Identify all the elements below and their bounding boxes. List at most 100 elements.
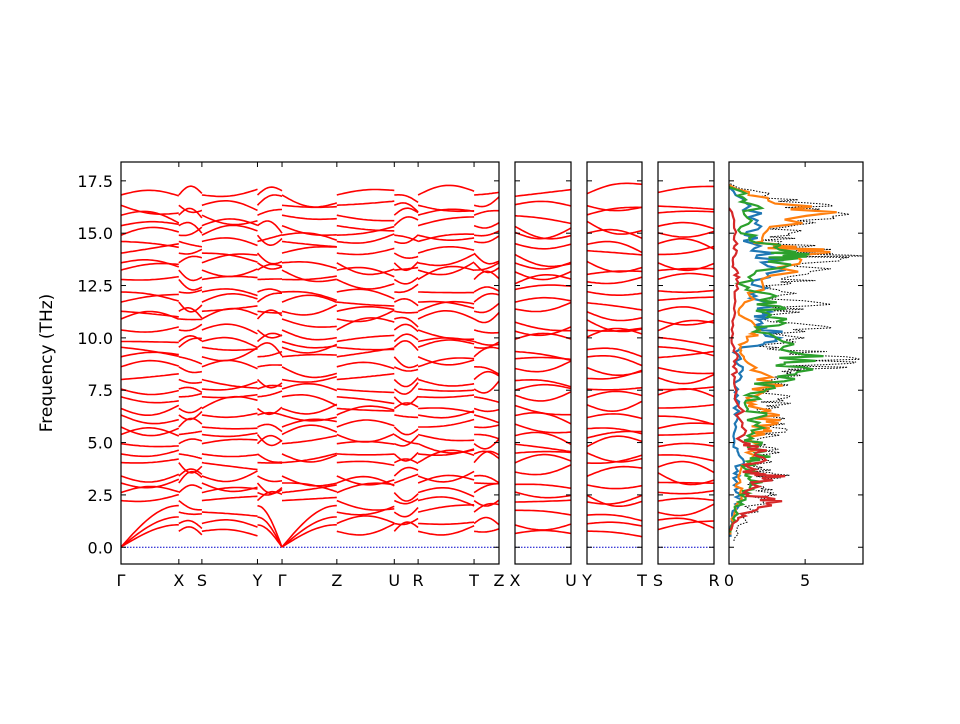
band-line <box>121 204 179 215</box>
band-line <box>281 318 337 328</box>
band-line <box>178 301 203 313</box>
band-line <box>281 418 337 428</box>
band-line <box>281 329 337 341</box>
band-line <box>281 496 337 502</box>
band-line <box>417 204 475 213</box>
band-line <box>587 302 642 311</box>
band-line <box>336 317 395 331</box>
band-line <box>178 511 202 516</box>
band-line <box>515 332 571 340</box>
band-line <box>201 461 258 471</box>
band-line <box>658 238 714 250</box>
y-tick-label: 0.0 <box>88 538 113 557</box>
x-tick-label: U <box>565 571 577 590</box>
band-line <box>336 419 395 428</box>
band-line <box>121 293 179 303</box>
band-line <box>121 210 180 224</box>
x-tick-label: Γ <box>278 571 287 590</box>
band-line <box>418 407 475 414</box>
band-line <box>121 516 179 548</box>
band-line <box>515 296 571 303</box>
band-line <box>473 450 499 460</box>
band-line <box>201 214 258 226</box>
band-line <box>658 296 714 302</box>
band-line <box>281 232 338 242</box>
band-line <box>417 184 475 196</box>
band-line <box>178 289 203 294</box>
band-line <box>587 465 642 478</box>
band-line <box>515 491 571 499</box>
band-line <box>473 302 499 314</box>
band-line <box>121 275 179 281</box>
band-line <box>336 522 395 536</box>
band-line <box>178 240 203 248</box>
band-line <box>394 266 419 271</box>
band-line <box>515 242 571 250</box>
band-line <box>201 188 258 198</box>
band-line <box>121 326 179 333</box>
band-line <box>281 240 337 248</box>
band-line <box>178 392 203 398</box>
band-line <box>658 489 714 495</box>
band-line <box>281 261 338 270</box>
band-line <box>393 252 419 260</box>
band-line <box>587 220 642 235</box>
band-line <box>473 312 499 324</box>
band-line <box>658 472 714 486</box>
band-line <box>256 252 283 265</box>
x-tick-label: Y <box>252 571 263 590</box>
band-line <box>178 430 202 436</box>
band-line <box>587 347 642 358</box>
band-line <box>281 452 338 464</box>
dos-series <box>729 207 786 532</box>
band-line <box>417 470 475 483</box>
band-line <box>418 388 475 392</box>
band-line <box>257 364 283 368</box>
band-line <box>587 182 642 195</box>
band-line <box>393 356 419 369</box>
band-line <box>587 427 642 435</box>
band-line <box>587 452 642 463</box>
band-line <box>587 513 642 522</box>
band-line <box>515 404 571 416</box>
y-tick-label: 15.0 <box>77 224 113 243</box>
band-line <box>336 361 395 370</box>
band-line <box>336 433 395 443</box>
band-line <box>417 234 475 241</box>
band-line <box>281 214 337 221</box>
band-line <box>658 245 714 256</box>
band-line <box>257 516 283 548</box>
y-tick-label: 2.5 <box>88 486 113 505</box>
band-line <box>393 377 419 388</box>
band-line <box>393 216 419 227</box>
band-line <box>201 495 258 502</box>
band-line <box>121 259 180 268</box>
band-line <box>473 196 499 208</box>
band-line <box>515 483 571 489</box>
band-line <box>473 396 499 404</box>
y-axis-label: Frequency (THz) <box>37 294 57 433</box>
band-line <box>178 356 203 365</box>
band-line <box>121 493 179 503</box>
band-line <box>336 233 395 244</box>
band-line <box>394 234 419 244</box>
band-line <box>281 475 337 487</box>
band-line <box>473 502 499 513</box>
band-line <box>473 380 499 394</box>
band-line <box>418 300 475 309</box>
band-line <box>658 432 714 436</box>
band-line <box>121 524 179 548</box>
band-line <box>336 475 395 486</box>
band-line <box>658 262 714 272</box>
band-line <box>587 228 642 240</box>
band-line <box>121 351 179 358</box>
band-line <box>201 293 258 303</box>
band-line <box>281 224 337 236</box>
band-line <box>658 289 714 294</box>
band-line <box>474 424 499 429</box>
band-line <box>201 200 258 212</box>
band-line <box>121 346 179 358</box>
band-line <box>201 323 258 335</box>
band-line <box>658 185 714 194</box>
